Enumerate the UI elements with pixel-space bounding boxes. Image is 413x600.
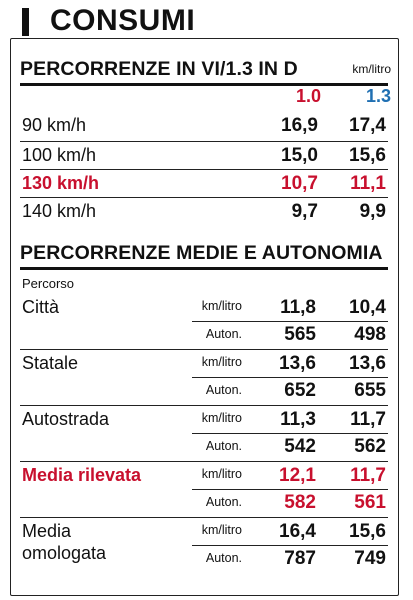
route-group: Città km/litro 11,8 10,4 Auton. 565 498 bbox=[20, 294, 388, 349]
value-2: 17,4 bbox=[349, 115, 386, 136]
unit-auton: Auton. bbox=[205, 327, 242, 341]
route-name: Autostrada bbox=[22, 409, 110, 429]
auton-value-1: 565 bbox=[284, 324, 316, 345]
km-value-1: 13,6 bbox=[279, 353, 316, 374]
route-group-highlight: Media rilevata km/litro 12,1 11,7 Auton.… bbox=[20, 462, 388, 517]
route-name: Media rilevata bbox=[22, 465, 142, 485]
group-divider bbox=[20, 349, 388, 350]
inner-divider bbox=[192, 377, 388, 378]
column-header-2: 1.3 bbox=[365, 86, 391, 106]
table-row: 140 km/h 9,7 9,9 bbox=[20, 198, 388, 226]
speed-label: 90 km/h bbox=[22, 115, 87, 135]
route-group: Media omologata km/litro 16,4 15,6 Auton… bbox=[20, 518, 388, 576]
auton-value-2: 561 bbox=[354, 492, 386, 513]
table-row: 100 km/h 15,0 15,6 bbox=[20, 142, 388, 170]
value-1: 16,9 bbox=[281, 115, 318, 136]
inner-divider bbox=[192, 545, 388, 546]
route-name: Media omologata bbox=[22, 521, 107, 563]
content-box bbox=[10, 38, 399, 596]
auton-value-2: 655 bbox=[354, 380, 386, 401]
km-value-2: 13,6 bbox=[349, 353, 386, 374]
auton-value-1: 652 bbox=[284, 380, 316, 401]
value-2: 9,9 bbox=[359, 201, 386, 222]
unit-auton: Auton. bbox=[205, 495, 242, 509]
value-1: 15,0 bbox=[281, 145, 318, 166]
unit-auton: Auton. bbox=[205, 439, 242, 453]
km-value-2: 15,6 bbox=[349, 521, 386, 542]
auton-value-1: 582 bbox=[284, 492, 316, 513]
km-value-1: 16,4 bbox=[279, 521, 316, 542]
unit-auton: Auton. bbox=[205, 383, 242, 397]
group-divider bbox=[20, 405, 388, 406]
unit-km: km/litro bbox=[201, 355, 242, 369]
row-divider bbox=[20, 169, 388, 170]
inner-divider bbox=[192, 489, 388, 490]
section-divider bbox=[20, 267, 388, 270]
unit-km: km/litro bbox=[201, 411, 242, 425]
route-group: Statale km/litro 13,6 13,6 Auton. 652 65… bbox=[20, 350, 388, 405]
km-value-2: 11,7 bbox=[350, 409, 386, 430]
km-value-1: 11,3 bbox=[280, 409, 316, 430]
value-1: 10,7 bbox=[281, 173, 318, 194]
auton-value-2: 498 bbox=[354, 324, 386, 345]
unit-km: km/litro bbox=[201, 467, 242, 481]
unit-auton: Auton. bbox=[205, 551, 242, 565]
row-divider bbox=[20, 141, 388, 142]
km-value-1: 12,1 bbox=[279, 465, 316, 486]
route-group: Autostrada km/litro 11,3 11,7 Auton. 542… bbox=[20, 406, 388, 461]
speed-label: 130 km/h bbox=[22, 173, 100, 193]
km-value-2: 11,7 bbox=[350, 465, 386, 486]
table-row-highlight: 130 km/h 10,7 11,1 bbox=[20, 170, 388, 198]
auton-value-2: 562 bbox=[354, 436, 386, 457]
percorso-label: Percorso bbox=[22, 276, 75, 291]
inner-divider bbox=[192, 321, 388, 322]
value-2: 15,6 bbox=[349, 145, 386, 166]
value-2: 11,1 bbox=[350, 173, 386, 194]
auton-value-1: 787 bbox=[284, 548, 316, 569]
km-value-1: 11,8 bbox=[280, 297, 316, 318]
table-row: 90 km/h 16,9 17,4 bbox=[20, 112, 388, 140]
value-1: 9,7 bbox=[291, 201, 318, 222]
column-header-1: 1.0 bbox=[295, 86, 321, 106]
unit-km: km/litro bbox=[201, 523, 242, 537]
speed-label: 100 km/h bbox=[22, 145, 97, 165]
section-title-medie: PERCORRENZE MEDIE E AUTONOMIA bbox=[20, 242, 383, 264]
unit-km: km/litro bbox=[201, 299, 242, 313]
unit-label: km/litro bbox=[352, 62, 391, 76]
route-name: Statale bbox=[22, 353, 79, 373]
page-header: CONSUMI bbox=[22, 4, 402, 38]
row-divider bbox=[20, 197, 388, 198]
route-name: Città bbox=[22, 297, 60, 317]
group-divider bbox=[20, 461, 388, 462]
section-divider bbox=[20, 83, 388, 86]
inner-divider bbox=[192, 433, 388, 434]
group-divider bbox=[20, 517, 388, 518]
km-value-2: 10,4 bbox=[349, 297, 386, 318]
header-bar bbox=[22, 8, 29, 36]
auton-value-1: 542 bbox=[284, 436, 316, 457]
auton-value-2: 749 bbox=[354, 548, 386, 569]
speed-label: 140 km/h bbox=[22, 201, 97, 221]
section-title-percorrenze: PERCORRENZE IN VI/1.3 IN D bbox=[20, 58, 298, 80]
page-title: CONSUMI bbox=[50, 4, 196, 37]
